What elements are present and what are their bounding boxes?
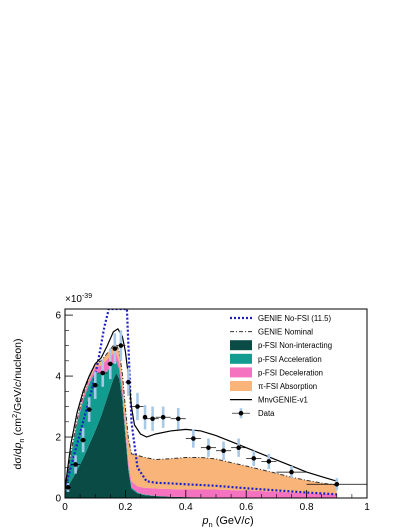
data-point bbox=[125, 368, 132, 396]
data-marker bbox=[73, 462, 78, 467]
x-tick-label: 1 bbox=[364, 502, 370, 513]
data-marker bbox=[175, 416, 181, 422]
legend-item-p-fsi-deceleration: p-FSI Deceleration bbox=[230, 367, 323, 378]
area-pi-fsi-absorption bbox=[65, 344, 337, 495]
legend-label: p-FSI Non-interacting bbox=[258, 341, 332, 350]
data-marker bbox=[266, 459, 272, 464]
x-tick-label: 0 bbox=[62, 502, 68, 513]
data-point bbox=[142, 405, 148, 430]
data-marker bbox=[206, 445, 211, 451]
stacked-areas bbox=[65, 344, 337, 498]
axis-ticks: 0 0.2 0.4 0.6 0.8 1 0 2 4 6 bbox=[55, 311, 370, 513]
x-tick-label: 0.4 bbox=[179, 502, 193, 513]
legend-label: GENIE Nominal bbox=[258, 328, 313, 337]
data-marker bbox=[221, 448, 226, 454]
data-point bbox=[65, 482, 72, 492]
data-marker bbox=[251, 456, 257, 461]
data-point bbox=[170, 408, 186, 430]
legend-label: Data bbox=[258, 409, 275, 418]
data-marker bbox=[160, 414, 166, 420]
exponent-label: ×10-39 bbox=[65, 293, 92, 305]
data-marker bbox=[191, 436, 196, 441]
legend-swatch bbox=[230, 353, 252, 364]
legend-item-genie-nominal: GENIE Nominal bbox=[230, 328, 313, 337]
exponent-value: -39 bbox=[82, 293, 92, 300]
data-point bbox=[146, 406, 159, 431]
line-mnvgenie-v1 bbox=[65, 327, 337, 489]
legend-item-genie-no-fsi-11-5: GENIE No-FSI (11.5) bbox=[230, 314, 331, 323]
legend-swatch bbox=[230, 367, 252, 378]
data-marker bbox=[118, 343, 124, 348]
data-marker bbox=[334, 481, 340, 487]
data-marker bbox=[150, 416, 155, 422]
data-point bbox=[86, 397, 93, 422]
legend-item-p-fsi-non-interacting: p-FSI Non-interacting bbox=[230, 340, 332, 351]
data-marker bbox=[108, 361, 113, 367]
y-tick-label: 0 bbox=[55, 494, 61, 505]
data-point bbox=[98, 359, 108, 387]
legend-swatch-marker bbox=[238, 410, 244, 416]
y-tick-label: 4 bbox=[55, 372, 61, 383]
data-marker bbox=[142, 414, 148, 420]
data-point bbox=[107, 348, 114, 380]
legend-swatch bbox=[230, 340, 252, 351]
legend-label: p-FSI Deceleration bbox=[258, 368, 323, 377]
legend-item-pi-fsi-absorption: π-FSI Absorption bbox=[230, 381, 317, 391]
legend-item-p-fsi-acceleration: p-FSI Acceleration bbox=[230, 353, 322, 364]
data-point bbox=[231, 438, 247, 457]
y-tick-label: 6 bbox=[55, 311, 61, 322]
legend-item-data: Data bbox=[232, 408, 275, 419]
data-marker bbox=[100, 370, 106, 376]
data-marker bbox=[92, 382, 98, 388]
data-marker bbox=[80, 437, 86, 443]
data-marker bbox=[135, 404, 140, 409]
data-marker bbox=[126, 379, 131, 385]
y-tick-label: 2 bbox=[55, 433, 61, 444]
data-marker bbox=[65, 485, 71, 490]
data-point bbox=[92, 371, 99, 399]
y-axis-label: dσ/dpn (cm2/GeV/c/nucleon) bbox=[10, 339, 26, 470]
legend-label: p-FSI Acceleration bbox=[258, 355, 322, 364]
data-point bbox=[246, 450, 262, 466]
data-point bbox=[276, 465, 307, 479]
data-point bbox=[261, 453, 277, 470]
data-marker bbox=[289, 469, 294, 475]
data-point bbox=[200, 438, 216, 457]
legend-label: π-FSI Absorption bbox=[258, 382, 317, 391]
data-point bbox=[80, 427, 87, 453]
legend-label: MnvGENIE-v1 bbox=[258, 396, 308, 405]
area-p-fsi-non-interacting bbox=[65, 373, 337, 498]
x-tick-label: 0.6 bbox=[239, 502, 253, 513]
data-point bbox=[155, 406, 171, 428]
data-marker bbox=[86, 407, 92, 412]
data-marker bbox=[112, 346, 118, 351]
legend: GENIE No-FSI (11.5) GENIE Nominal p-FSI No… bbox=[230, 314, 332, 419]
data-point bbox=[131, 392, 144, 421]
legend-item-mnvgenie-v1: MnvGENIE-v1 bbox=[230, 396, 308, 405]
data-point bbox=[306, 478, 367, 491]
data-points bbox=[65, 330, 367, 492]
data-point bbox=[112, 333, 118, 364]
data-point bbox=[116, 330, 126, 361]
x-axis-label: pn (GeV/c) bbox=[201, 515, 253, 529]
data-point bbox=[185, 429, 201, 448]
data-point bbox=[71, 455, 81, 474]
data-point bbox=[216, 441, 232, 460]
legend-label: GENIE No-FSI (11.5) bbox=[258, 314, 331, 323]
data-marker bbox=[236, 445, 241, 451]
x-tick-label: 0.8 bbox=[300, 502, 314, 513]
x-tick-label: 0.2 bbox=[118, 502, 132, 513]
legend-swatch bbox=[230, 381, 252, 391]
